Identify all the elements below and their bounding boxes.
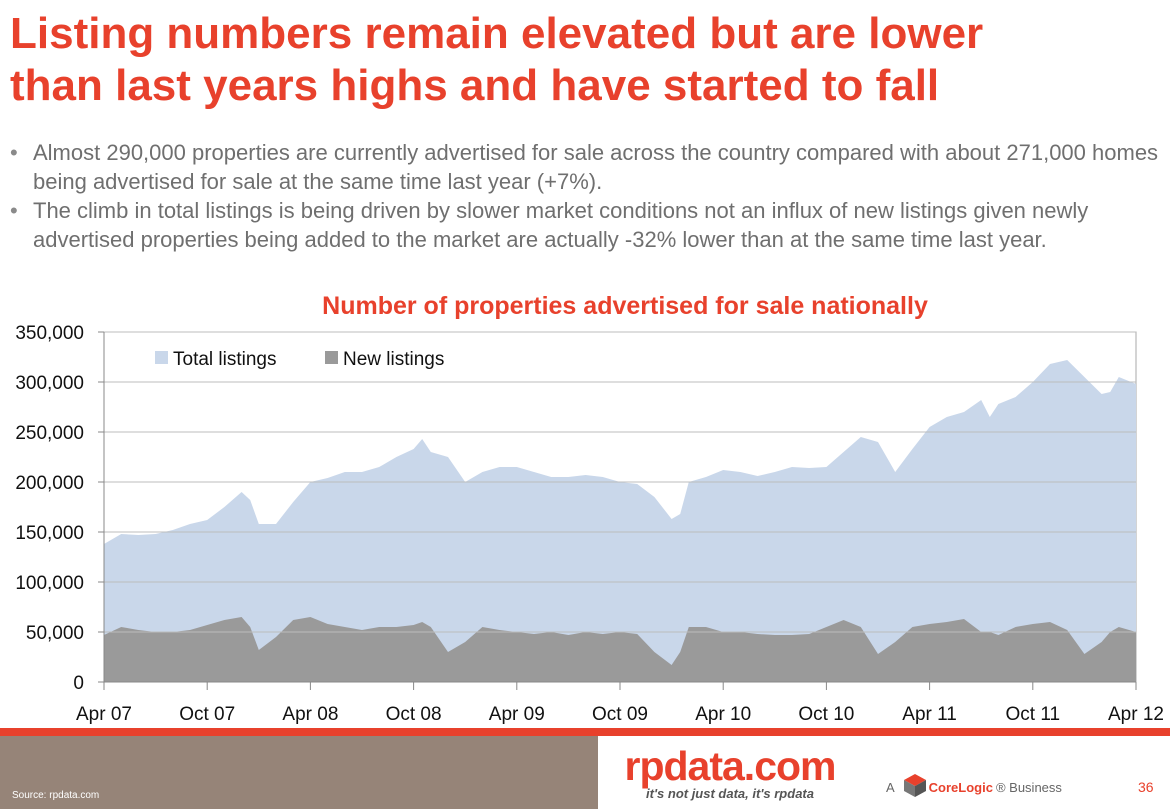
y-tick-label: 0 [73, 673, 84, 694]
x-tick-label: Oct 07 [179, 704, 235, 725]
slide-title: Listing numbers remain elevated but are … [10, 8, 1160, 112]
x-tick-label: Apr 08 [282, 704, 338, 725]
legend-swatch-new-listings [325, 351, 338, 364]
x-tick-label: Apr 09 [489, 704, 545, 725]
y-tick-label: 150,000 [15, 523, 84, 544]
business-suffix: ® Business [995, 780, 1062, 795]
y-tick-label: 350,000 [15, 323, 84, 344]
legend-label-new-listings: New listings [343, 349, 444, 370]
y-tick-label: 100,000 [15, 573, 84, 594]
y-tick-label: 200,000 [15, 473, 84, 494]
legend-label-total-listings: Total listings [173, 349, 277, 370]
x-tick-label: Apr 07 [76, 704, 132, 725]
logo-wordmark: rpdata.com [624, 743, 837, 789]
listings-chart: 0 50,000 100,000 150,000 200,000 250,000 300,0… [15, 323, 1164, 725]
chart-title: Number of properties advertised for sale… [322, 292, 928, 320]
slide-title-line-1: Listing numbers remain elevated but are … [10, 9, 984, 58]
x-tick-label: Oct 08 [386, 704, 442, 725]
x-tick-label: Oct 09 [592, 704, 648, 725]
y-tick-label: 250,000 [15, 423, 84, 444]
logo-tagline: it's not just data, it's rpdata [646, 786, 814, 801]
area-series-total-listings [104, 360, 1136, 682]
area-series-new-listings [104, 617, 1136, 682]
page-number: 36 [1138, 779, 1154, 795]
bullet-item: Almost 290,000 properties are currently … [10, 138, 1160, 196]
corelogic-brand: CoreLogic [928, 780, 993, 795]
x-tick-label: Apr 12 [1108, 704, 1164, 725]
source-note: Source: rpdata.com [12, 790, 100, 801]
x-tick-label: Oct 11 [1006, 704, 1061, 725]
business-prefix: A [886, 780, 895, 795]
x-tick-label: Apr 11 [902, 704, 957, 725]
x-tick-label: Oct 10 [798, 704, 854, 725]
x-tick-label: Apr 10 [695, 704, 751, 725]
corelogic-business: A CoreLogic ® Business [886, 780, 1062, 795]
bullet-item: The climb in total listings is being dri… [10, 196, 1160, 254]
footer-band [0, 736, 598, 809]
rpdata-logo: rpdata.com it's not just data, it's rpda… [610, 744, 850, 801]
footer-divider [0, 728, 1170, 736]
bullet-list: Almost 290,000 properties are currently … [10, 138, 1160, 254]
corelogic-logo-icon [904, 774, 926, 797]
y-tick-label: 300,000 [15, 373, 84, 394]
slide-title-line-2: than last years highs and have started t… [10, 61, 940, 110]
y-tick-label: 50,000 [26, 623, 84, 644]
legend-swatch-total-listings [155, 351, 168, 364]
